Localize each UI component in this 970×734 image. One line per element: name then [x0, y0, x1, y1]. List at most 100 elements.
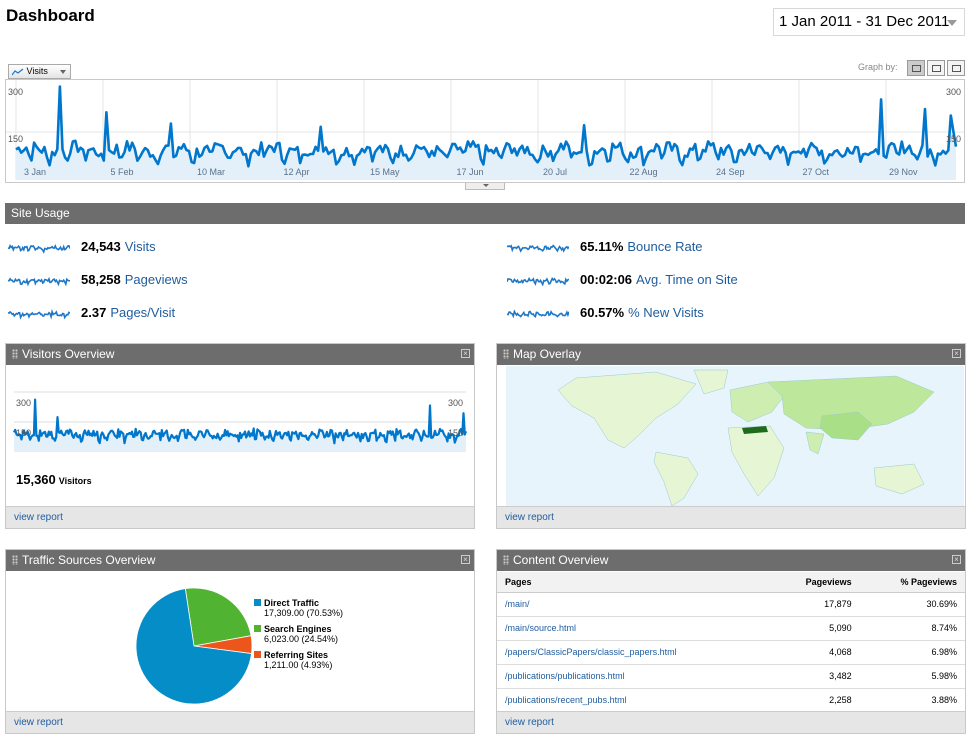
chevron-down-icon: [60, 70, 66, 74]
visits-line-chart: [6, 80, 964, 180]
site-usage-title: Site Usage: [11, 206, 70, 220]
close-icon[interactable]: ×: [461, 349, 470, 358]
sparkline-path: [507, 244, 569, 253]
table-row: /main/source.html 5,090 8.74%: [497, 616, 965, 641]
page-link[interactable]: /papers/ClassicPapers/classic_papers.htm…: [497, 640, 770, 665]
x-axis-label: 10 Mar: [197, 167, 226, 177]
content-table: Pages Pageviews % Pageviews /main/ 17,87…: [497, 572, 965, 713]
map-overlay-panel: Map Overlay × view report: [496, 343, 966, 529]
world-map[interactable]: [506, 366, 964, 506]
drag-handle-icon[interactable]: [12, 555, 18, 565]
drag-handle-icon[interactable]: [12, 349, 18, 359]
x-axis-label: 22 Aug: [629, 167, 658, 177]
visits-graph[interactable]: [5, 79, 965, 183]
calendar-day-icon: [912, 65, 921, 72]
visitors-line-chart: [13, 391, 468, 452]
table-row: /publications/publications.html 3,482 5.…: [497, 664, 965, 689]
legend-direct: Direct Traffic 17,309.00 (70.53%): [254, 598, 343, 618]
usage-bounce-rate-link[interactable]: Bounce Rate: [627, 239, 703, 254]
graph-by-label: Graph by:: [858, 62, 898, 72]
legend-detail: 17,309.00 (70.53%): [264, 608, 344, 618]
pie-slice: [135, 588, 252, 705]
area-fill: [16, 86, 956, 180]
close-icon[interactable]: ×: [952, 555, 961, 564]
column-header-pageviews[interactable]: Pageviews: [769, 572, 860, 593]
traffic-view-report-link[interactable]: view report: [6, 711, 474, 733]
legend-swatch: [254, 599, 261, 606]
usage-value: 00:02:06: [580, 272, 633, 287]
column-header-percent-pageviews[interactable]: % Pageviews: [859, 572, 965, 593]
legend-name: Direct Traffic: [264, 598, 320, 608]
visitors-view-report-link[interactable]: view report: [6, 506, 474, 528]
traffic-pie-chart: [135, 587, 253, 705]
y-axis-mid-left: 150: [8, 134, 24, 144]
chevron-down-icon: [483, 184, 489, 187]
x-axis-label: 20 Jul: [543, 167, 568, 177]
usage-pages-per-visit-link[interactable]: Pages/Visit: [110, 305, 176, 320]
pageviews-cell: 17,879: [769, 592, 860, 617]
usage-pageviews-link[interactable]: Pageviews: [124, 272, 188, 287]
legend-name: Referring Sites: [264, 650, 329, 660]
metric-selector-label: Visits: [26, 66, 48, 76]
graph-by-day-button[interactable]: [907, 60, 925, 76]
pageviews-cell: 5,090: [769, 616, 860, 641]
sparkline-path: [507, 276, 569, 287]
percent-cell: 8.74%: [859, 616, 965, 641]
legend-detail: 1,211.00 (4.93%): [264, 660, 333, 670]
traffic-sources-header[interactable]: Traffic Sources Overview ×: [6, 550, 474, 571]
x-axis-label: 3 Jan: [24, 167, 47, 177]
x-axis-label: 12 Apr: [283, 167, 310, 177]
close-icon[interactable]: ×: [461, 555, 470, 564]
series-line: [15, 85, 958, 168]
y-axis-top-left: 300: [8, 87, 24, 97]
sparkline: [8, 243, 70, 254]
x-axis-label: 15 May: [370, 167, 400, 177]
legend-search: Search Engines 6,023.00 (24.54%): [254, 624, 343, 644]
map-view-report-link[interactable]: view report: [497, 506, 965, 528]
usage-new-visits-link[interactable]: % New Visits: [628, 305, 704, 320]
sparkline: [8, 308, 70, 320]
graph-by-month-button[interactable]: [947, 60, 965, 76]
y-axis-mid-left: 150: [16, 428, 32, 438]
sparkline: [8, 276, 70, 287]
line-chart-icon: [11, 68, 24, 76]
close-icon[interactable]: ×: [952, 349, 961, 358]
sparkline-path: [8, 308, 70, 320]
page-link[interactable]: /main/: [497, 592, 770, 617]
map-overlay-header[interactable]: Map Overlay ×: [497, 344, 965, 365]
page-link[interactable]: /publications/recent_pubs.html: [497, 688, 770, 713]
pie-slice: [184, 587, 252, 647]
usage-value: 65.11%: [580, 239, 624, 254]
content-overview-title: Content Overview: [513, 553, 609, 567]
sparkline: [507, 276, 569, 287]
visitors-overview-title: Visitors Overview: [22, 347, 115, 361]
visitors-overview-header[interactable]: Visitors Overview ×: [6, 344, 474, 365]
percent-cell: 6.98%: [859, 640, 965, 665]
legend-referring: Referring Sites 1,211.00 (4.93%): [254, 650, 343, 670]
content-overview-panel: Content Overview × Pages Pageviews % Pag…: [496, 549, 966, 734]
drag-handle-icon[interactable]: [503, 555, 509, 565]
y-axis-top-right: 300: [946, 87, 962, 97]
usage-visits-link[interactable]: Visits: [124, 239, 156, 254]
percent-cell: 3.88%: [859, 688, 965, 713]
graph-resize-handle[interactable]: [465, 183, 505, 190]
legend-detail: 6,023.00 (24.54%): [264, 634, 339, 644]
page-link[interactable]: /publications/publications.html: [497, 664, 770, 689]
series-line: [13, 398, 468, 445]
usage-avg-time-link[interactable]: Avg. Time on Site: [636, 272, 738, 287]
metric-selector[interactable]: Visits: [8, 64, 71, 79]
drag-handle-icon[interactable]: [503, 349, 509, 359]
date-range-picker[interactable]: 1 Jan 2011 - 31 Dec 2011: [773, 8, 965, 36]
sparkline-path: [8, 276, 70, 287]
calendar-month-icon: [952, 65, 961, 72]
page-link[interactable]: /main/source.html: [497, 616, 770, 641]
usage-value: 58,258: [81, 272, 121, 287]
content-overview-header[interactable]: Content Overview ×: [497, 550, 965, 571]
x-axis-label: 17 Jun: [456, 167, 484, 177]
date-range-label: 1 Jan 2011 - 31 Dec 2011: [779, 13, 950, 30]
legend-swatch: [254, 651, 261, 658]
pageviews-cell: 4,068: [769, 640, 860, 665]
graph-by-week-button[interactable]: [927, 60, 945, 76]
column-header-pages[interactable]: Pages: [497, 572, 770, 593]
content-view-report-link[interactable]: view report: [497, 711, 965, 733]
